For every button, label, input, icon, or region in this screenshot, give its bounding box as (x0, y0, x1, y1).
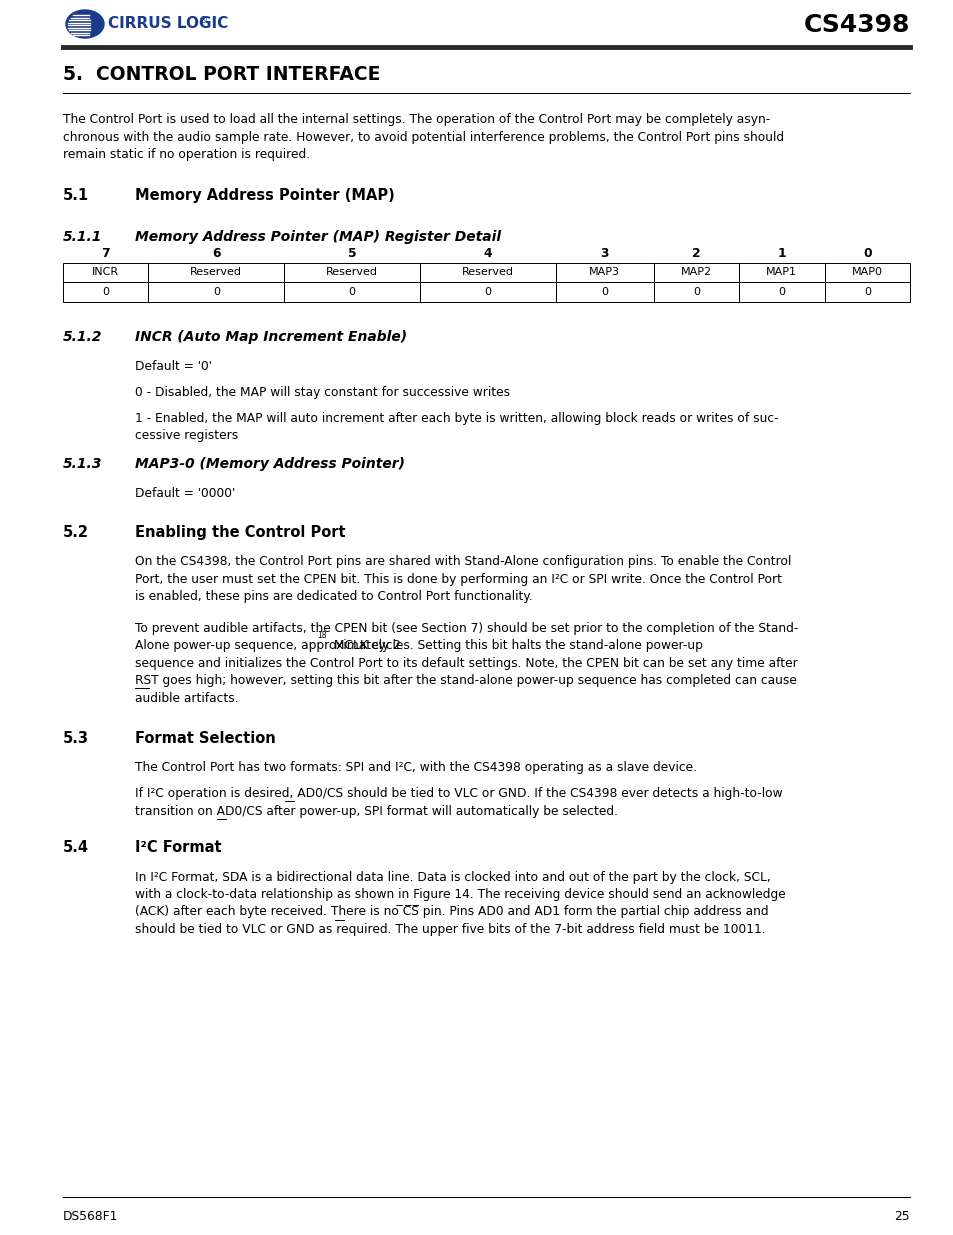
Text: is enabled, these pins are dedicated to Control Port functionality.: is enabled, these pins are dedicated to … (135, 590, 532, 603)
Text: should be tied to VLC or GND as required. The upper five bits of the 7-bit addre: should be tied to VLC or GND as required… (135, 923, 765, 936)
Text: 0: 0 (348, 287, 355, 296)
Text: transition on AD0/CS after power-up, SPI format will automatically be selected.: transition on AD0/CS after power-up, SPI… (135, 804, 618, 818)
Text: 0: 0 (102, 287, 109, 296)
Text: 5.  CONTROL PORT INTERFACE: 5. CONTROL PORT INTERFACE (63, 65, 380, 84)
Bar (823, 263, 909, 282)
Text: MCLK cycles. Setting this bit halts the stand-alone power-up: MCLK cycles. Setting this bit halts the … (330, 638, 702, 652)
Text: 0: 0 (862, 287, 870, 296)
Text: with a clock-to-data relationship as shown in Figure 14. The receiving device sh: with a clock-to-data relationship as sho… (135, 888, 785, 902)
Text: CS4398: CS4398 (802, 14, 909, 37)
Bar (63, 263, 149, 282)
Bar (419, 263, 555, 282)
Bar (419, 282, 555, 301)
Bar (653, 282, 739, 301)
Text: In I²C Format, SDA is a bidirectional data line. Data is clocked into and out of: In I²C Format, SDA is a bidirectional da… (135, 871, 770, 883)
Text: 5.3: 5.3 (63, 731, 89, 746)
Text: 2: 2 (691, 247, 700, 259)
Text: (ACK) after each byte received. There is no ̅C̅S̅ pin. Pins AD0 and AD1 form the: (ACK) after each byte received. There is… (135, 905, 768, 919)
Text: Memory Address Pointer (MAP): Memory Address Pointer (MAP) (135, 188, 395, 203)
Text: I²C Format: I²C Format (135, 841, 221, 856)
Ellipse shape (66, 10, 104, 38)
Text: RST goes high; however, setting this bit after the stand-alone power-up sequence: RST goes high; however, setting this bit… (135, 674, 796, 687)
Text: To prevent audible artifacts, the CPEN bit (see Section 7) should be set prior t: To prevent audible artifacts, the CPEN b… (135, 621, 798, 635)
Bar (284, 263, 419, 282)
Text: Format Selection: Format Selection (135, 731, 275, 746)
Text: 18: 18 (316, 631, 326, 640)
Bar (284, 282, 419, 301)
Text: 3: 3 (599, 247, 608, 259)
Text: Enabling the Control Port: Enabling the Control Port (135, 525, 345, 540)
Text: MAP2: MAP2 (680, 267, 711, 277)
Text: 7: 7 (101, 247, 110, 259)
Text: 25: 25 (894, 1210, 909, 1223)
Text: MAP3-0 (Memory Address Pointer): MAP3-0 (Memory Address Pointer) (135, 457, 405, 471)
Text: MAP1: MAP1 (765, 267, 797, 277)
Text: Port, the user must set the CPEN bit. This is done by performing an I²C or SPI w: Port, the user must set the CPEN bit. Th… (135, 573, 781, 585)
Text: INCR: INCR (92, 267, 119, 277)
Text: 0: 0 (692, 287, 700, 296)
Bar (823, 282, 909, 301)
Text: 5.1: 5.1 (63, 188, 89, 203)
Bar (739, 263, 823, 282)
Text: chronous with the audio sample rate. However, to avoid potential interference pr: chronous with the audio sample rate. How… (63, 131, 783, 143)
Text: 5.4: 5.4 (63, 841, 89, 856)
Text: On the CS4398, the Control Port pins are shared with Stand-Alone configuration p: On the CS4398, the Control Port pins are… (135, 555, 791, 568)
Text: ®: ® (199, 16, 208, 26)
Bar (739, 282, 823, 301)
Text: Default = '0000': Default = '0000' (135, 487, 235, 500)
Text: MAP0: MAP0 (851, 267, 882, 277)
Text: 5.1.2: 5.1.2 (63, 330, 102, 343)
Bar (653, 263, 739, 282)
Text: Reserved: Reserved (190, 267, 242, 277)
Text: sequence and initializes the Control Port to its default settings. Note, the CPE: sequence and initializes the Control Por… (135, 657, 797, 669)
Bar (555, 282, 653, 301)
Bar (555, 263, 653, 282)
Text: 0: 0 (862, 247, 871, 259)
Text: Memory Address Pointer (MAP) Register Detail: Memory Address Pointer (MAP) Register De… (135, 230, 500, 243)
Text: DS568F1: DS568F1 (63, 1210, 118, 1223)
Text: cessive registers: cessive registers (135, 429, 238, 442)
Text: INCR (Auto Map Increment Enable): INCR (Auto Map Increment Enable) (135, 330, 407, 343)
Text: 0: 0 (484, 287, 491, 296)
Text: 0: 0 (213, 287, 219, 296)
Text: remain static if no operation is required.: remain static if no operation is require… (63, 148, 310, 161)
Text: 5.1.1: 5.1.1 (63, 230, 102, 243)
Text: If I²C operation is desired, AD0/CS should be tied to VLC or GND. If the CS4398 : If I²C operation is desired, AD0/CS shou… (135, 787, 781, 800)
Text: Alone power-up sequence, approximately 2: Alone power-up sequence, approximately 2 (135, 638, 400, 652)
Text: Reserved: Reserved (461, 267, 514, 277)
Bar (149, 282, 284, 301)
Text: 1 - Enabled, the MAP will auto increment after each byte is written, allowing bl: 1 - Enabled, the MAP will auto increment… (135, 411, 778, 425)
Text: MAP3: MAP3 (589, 267, 619, 277)
Bar (63, 282, 149, 301)
Text: The Control Port has two formats: SPI and I²C, with the CS4398 operating as a sl: The Control Port has two formats: SPI an… (135, 761, 697, 774)
Text: Default = '0': Default = '0' (135, 359, 212, 373)
Text: 0 - Disabled, the MAP will stay constant for successive writes: 0 - Disabled, the MAP will stay constant… (135, 385, 510, 399)
Text: CIRRUS LOGIC: CIRRUS LOGIC (108, 16, 228, 32)
Text: audible artifacts.: audible artifacts. (135, 692, 238, 704)
Text: 5.1.3: 5.1.3 (63, 457, 102, 471)
Text: 0: 0 (778, 287, 784, 296)
Text: 0: 0 (600, 287, 607, 296)
Text: 5.2: 5.2 (63, 525, 89, 540)
Text: Reserved: Reserved (326, 267, 377, 277)
Text: 5: 5 (347, 247, 356, 259)
Bar (149, 263, 284, 282)
Text: The Control Port is used to load all the internal settings. The operation of the: The Control Port is used to load all the… (63, 112, 769, 126)
Text: 6: 6 (212, 247, 220, 259)
Text: 4: 4 (483, 247, 492, 259)
Text: 1: 1 (777, 247, 785, 259)
